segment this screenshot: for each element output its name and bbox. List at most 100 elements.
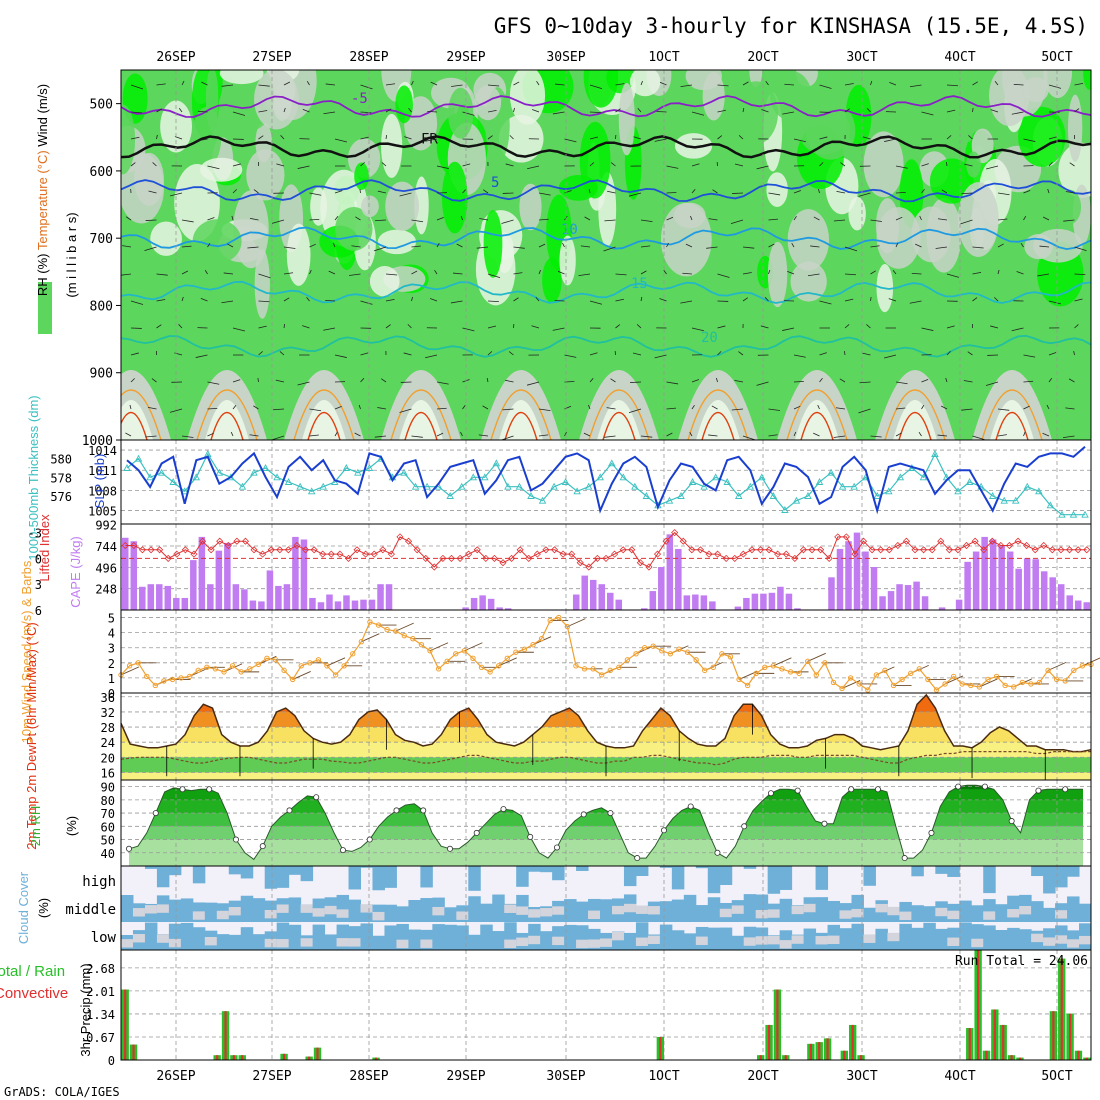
cape-bar — [326, 594, 333, 610]
wind-barb — [1023, 354, 1036, 358]
cloud-cell-gap — [755, 909, 769, 919]
wind-barb — [434, 269, 438, 275]
wind-barb — [554, 300, 565, 302]
cape-bar — [675, 548, 682, 610]
cloud-cell — [492, 931, 505, 950]
cape-bar — [173, 597, 180, 610]
cloud-cell — [384, 904, 397, 922]
li-marker — [259, 550, 267, 558]
wind-barb — [1074, 273, 1086, 275]
cloud-cell-gap — [504, 904, 517, 913]
wind-barb — [377, 190, 387, 194]
li-marker — [533, 550, 541, 558]
thickness-marker — [850, 482, 858, 490]
wind-barb — [603, 246, 616, 252]
thickness-marker — [1046, 501, 1055, 509]
thickness-marker — [215, 468, 224, 476]
cloud-cell — [240, 895, 254, 922]
cloud-cell — [959, 900, 972, 922]
wind-barb — [615, 273, 627, 276]
thickness-marker — [284, 478, 293, 485]
cape-bar — [300, 539, 308, 610]
rh-patch — [770, 70, 812, 121]
cape-bar — [487, 598, 495, 610]
li-marker — [525, 554, 533, 562]
thickness-marker — [804, 492, 812, 499]
cloud-row-label: middle — [65, 902, 116, 918]
wind-barb — [283, 272, 294, 275]
rh-patch — [361, 195, 379, 218]
top-date-label: 26SEP — [156, 50, 195, 65]
cloud-cell-gap — [552, 936, 565, 946]
wind-speed-marker — [581, 666, 588, 672]
thickness-marker — [469, 473, 478, 481]
precip-tick-label: 2.01 — [86, 985, 115, 999]
wind-barb — [793, 138, 806, 143]
cloud-cell-gap — [156, 934, 170, 943]
wind-barb — [937, 218, 948, 221]
cloud-cell — [1043, 866, 1056, 894]
wind-barb — [334, 405, 342, 410]
wind-barb — [1048, 300, 1061, 305]
cloud-cell-gap — [887, 906, 900, 916]
cloud-cell — [360, 866, 373, 868]
wind-barb — [297, 165, 310, 169]
wind-barb — [147, 406, 157, 410]
wind-speed-marker — [847, 675, 854, 681]
wind-barb — [997, 192, 1010, 196]
isotherm-label: FR — [421, 131, 438, 147]
cloud-cell — [983, 866, 996, 894]
li-marker — [731, 554, 739, 562]
top-date-label: 2OCT — [747, 50, 778, 65]
wind-barb — [717, 325, 726, 329]
cape-bar — [836, 548, 844, 610]
wind-barb — [325, 83, 336, 86]
wind-speed-marker — [727, 654, 734, 660]
wind-barb — [436, 216, 444, 221]
ylabel-part: Wind (m/s) — [35, 84, 50, 150]
wind-speed-marker — [607, 667, 613, 674]
wind-barb — [358, 404, 361, 410]
cloud-cell — [444, 924, 457, 950]
wind-barb — [945, 377, 948, 383]
wind-barb — [283, 297, 290, 302]
cape-bar — [1040, 571, 1048, 610]
cloud-cell — [516, 866, 529, 887]
precip-conv-bar — [851, 1024, 854, 1060]
wind-barb — [148, 190, 157, 194]
wind-speed-marker — [770, 663, 777, 669]
thickness-marker — [192, 473, 201, 481]
wind-barb — [178, 107, 183, 113]
wind-speed-marker — [1062, 678, 1068, 684]
wind-barb — [249, 217, 259, 221]
wind-speed-marker — [375, 622, 382, 628]
rh-patch — [441, 161, 468, 234]
cloud-cell — [671, 866, 685, 890]
wind-barb — [1065, 191, 1075, 194]
wind-barb — [691, 163, 700, 167]
wind-barb — [640, 219, 653, 223]
isotherm-30 — [307, 411, 341, 441]
wind-barb — [738, 135, 744, 140]
li-marker — [671, 529, 679, 537]
precip-tick-label: 0 — [108, 1054, 115, 1068]
wind-barb — [756, 165, 769, 170]
precip-total-legend: Total / Rain — [0, 963, 65, 980]
thickness-marker — [596, 473, 604, 481]
rh-patch — [310, 187, 327, 226]
wind-barb — [283, 107, 286, 113]
wind-barb — [385, 273, 398, 276]
wind-barb — [680, 300, 693, 304]
bottom-date-label: 4OCT — [944, 1069, 975, 1084]
li-marker — [842, 533, 850, 541]
cape-bar — [343, 595, 350, 610]
wind-barb — [1062, 435, 1075, 439]
li-marker — [825, 554, 833, 562]
wind-barb — [630, 381, 642, 383]
li-marker — [130, 541, 138, 550]
wind-barb — [760, 325, 769, 329]
cloud-cell — [1067, 896, 1080, 922]
wind-barb — [787, 270, 795, 275]
cape-bar — [743, 597, 750, 610]
bottom-date-label: 3OCT — [846, 1069, 877, 1084]
